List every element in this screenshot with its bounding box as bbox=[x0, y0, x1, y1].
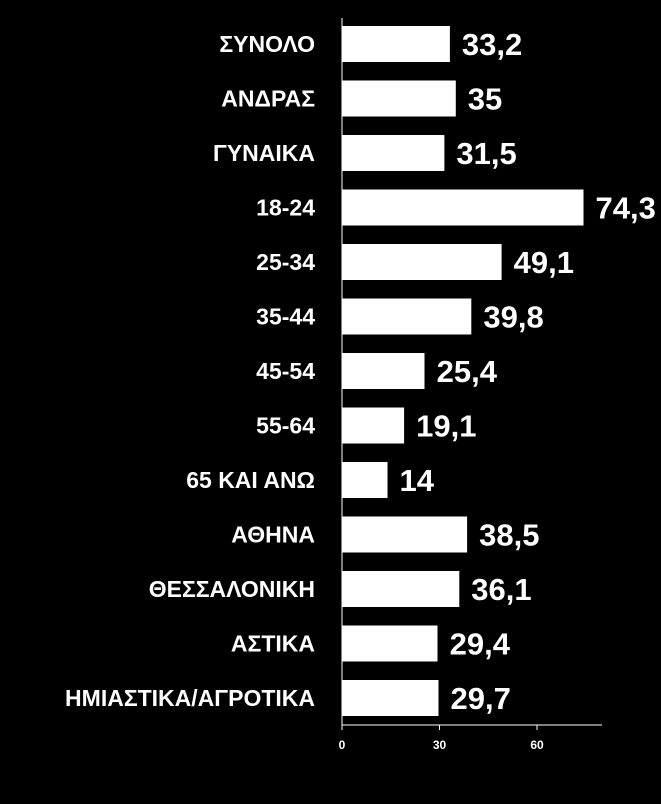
value-label: 35 bbox=[468, 82, 502, 117]
bar bbox=[342, 189, 584, 226]
value-label: 31,5 bbox=[456, 136, 516, 171]
bar bbox=[342, 135, 445, 171]
x-tick-label: 30 bbox=[433, 738, 447, 752]
category-label: ΓΥΝΑΙΚΑ bbox=[213, 140, 315, 166]
category-label: 65 ΚΑΙ ΑΝΩ bbox=[186, 467, 315, 493]
category-label: 55-64 bbox=[256, 413, 315, 439]
category-label: ΗΜΙΑΣΤΙΚΑ/ΑΓΡΟΤΙΚΑ bbox=[65, 685, 315, 711]
category-label: 35-44 bbox=[256, 304, 315, 330]
category-label: 25-34 bbox=[256, 249, 315, 275]
category-label: ΑΘΗΝΑ bbox=[231, 522, 315, 548]
x-tick-label: 60 bbox=[530, 738, 544, 752]
category-label: ΘΕΣΣΑΛΟΝΙΚΗ bbox=[149, 576, 315, 602]
bar bbox=[342, 353, 425, 389]
value-label: 29,7 bbox=[451, 681, 511, 716]
value-label: 33,2 bbox=[462, 27, 522, 62]
category-label: ΑΝΔΡΑΣ bbox=[221, 86, 315, 112]
bar bbox=[342, 407, 405, 444]
value-label: 49,1 bbox=[514, 245, 574, 280]
bar bbox=[342, 625, 438, 662]
category-label: 18-24 bbox=[256, 195, 315, 221]
bar bbox=[342, 516, 468, 553]
bar bbox=[342, 80, 456, 117]
value-label: 29,4 bbox=[450, 627, 511, 662]
bar bbox=[342, 571, 460, 607]
value-label: 36,1 bbox=[471, 572, 531, 607]
bars-layer: ΣΥΝΟΛΟ 33,2 ΑΝΔΡΑΣ 35 ΓΥΝΑΙΚΑ 31,5 18-24 74,3 25… bbox=[65, 26, 656, 716]
category-label: ΣΥΝΟΛΟ bbox=[219, 31, 315, 57]
bar bbox=[342, 298, 472, 335]
bar bbox=[342, 680, 439, 716]
value-label: 39,8 bbox=[483, 300, 543, 335]
x-tick-label: 0 bbox=[339, 738, 346, 752]
value-label: 74,3 bbox=[596, 191, 656, 226]
category-label: 45-54 bbox=[256, 358, 315, 384]
value-label: 38,5 bbox=[479, 518, 539, 553]
bar bbox=[342, 244, 502, 280]
axis-layer: 0 30 60 bbox=[339, 18, 602, 752]
value-label: 19,1 bbox=[416, 409, 476, 444]
value-label: 25,4 bbox=[437, 354, 498, 389]
bar bbox=[342, 26, 450, 62]
category-label: ΑΣΤΙΚΑ bbox=[231, 631, 315, 657]
value-label: 14 bbox=[400, 463, 435, 498]
bar bbox=[342, 462, 388, 498]
